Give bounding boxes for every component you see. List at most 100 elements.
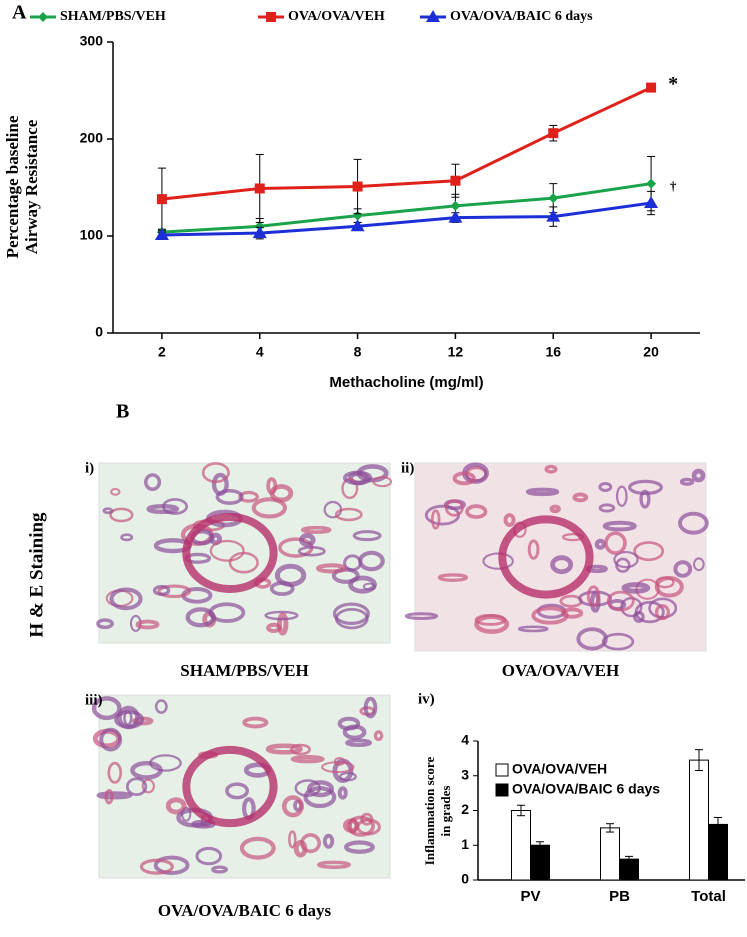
tissue — [639, 489, 651, 509]
tissue — [157, 584, 192, 599]
tissue — [99, 727, 123, 752]
image-label: i) — [85, 460, 94, 476]
tissue — [102, 507, 114, 515]
tissue — [297, 545, 326, 557]
y-tick-label: 3 — [461, 766, 469, 782]
tissue — [372, 476, 393, 488]
x-tick-label: Total — [691, 888, 726, 905]
tissue — [561, 607, 584, 619]
tissue — [239, 836, 276, 860]
tissue — [288, 830, 297, 849]
y-tick-label: 200 — [80, 130, 104, 146]
tissue — [290, 755, 325, 764]
tissue — [315, 563, 348, 574]
marker — [352, 181, 363, 192]
tissue — [601, 632, 635, 651]
panel-label: B — [116, 401, 129, 423]
marker — [352, 210, 363, 221]
x-tick-label: 16 — [545, 344, 561, 360]
y-tick-label: 100 — [80, 227, 104, 243]
marker — [38, 12, 48, 22]
tissue — [266, 477, 278, 495]
image-caption: OVA/OVA/VEH — [502, 661, 619, 680]
tissue — [185, 607, 216, 628]
tissue — [109, 587, 143, 611]
tissue — [209, 539, 245, 562]
y-axis-title: Percentage baseline — [3, 115, 22, 258]
tissue — [215, 488, 244, 505]
tissue — [474, 614, 510, 634]
tissue — [211, 472, 229, 496]
tissue — [269, 581, 295, 596]
tissue — [195, 846, 223, 866]
marker — [252, 226, 267, 239]
tissue — [549, 504, 561, 514]
tissue — [633, 610, 645, 623]
tissue — [606, 590, 635, 612]
tissue — [621, 582, 651, 594]
tissue — [691, 468, 706, 483]
tissue — [322, 833, 335, 849]
tissue — [404, 612, 439, 620]
tissue — [125, 777, 148, 797]
tissue — [242, 716, 269, 729]
tissue — [373, 730, 384, 742]
x-tick-label: 2 — [158, 344, 166, 360]
tissue — [465, 504, 488, 519]
marker — [646, 82, 657, 93]
marker — [644, 196, 659, 209]
tissue — [91, 696, 122, 721]
tissue — [437, 573, 469, 582]
tissue — [430, 509, 441, 530]
tissue — [96, 618, 114, 630]
tissue — [332, 602, 370, 625]
error-bar — [517, 804, 525, 817]
y-axis-title: Inflammation score — [422, 757, 437, 866]
tissue — [654, 576, 684, 598]
side-label: H & E Staining — [26, 512, 47, 638]
tissue — [693, 557, 705, 572]
tissue — [339, 771, 357, 782]
x-tick-label: PV — [520, 888, 540, 905]
tissue — [482, 552, 514, 570]
bar — [600, 827, 620, 881]
marker — [254, 183, 265, 194]
tissue — [294, 779, 321, 797]
tissue — [572, 492, 589, 503]
tissue — [627, 479, 664, 496]
x-tick-label: 12 — [448, 344, 464, 360]
tissue — [334, 507, 363, 522]
image-label: ii) — [401, 460, 414, 476]
tissue — [527, 539, 540, 560]
tissue — [348, 817, 358, 834]
x-tick-label: PB — [609, 888, 630, 905]
tissue — [341, 477, 359, 500]
tissue — [503, 513, 516, 527]
bar — [511, 810, 531, 881]
bar — [708, 823, 728, 881]
tissue — [337, 786, 348, 800]
marker — [154, 228, 169, 241]
tissue — [144, 473, 162, 492]
legend-label: OVA/OVA/VEH — [288, 9, 385, 24]
tissue — [358, 550, 385, 572]
series-line — [161, 86, 652, 201]
x-axis-title: Methacholine (mg/ml) — [329, 374, 483, 391]
annotation: * — [668, 73, 678, 95]
image-caption: SHAM/PBS/VEH — [180, 661, 308, 680]
tissue — [276, 612, 289, 636]
tissue — [602, 520, 637, 532]
x-tick-label: 4 — [256, 344, 264, 360]
tissue — [550, 555, 574, 575]
tissue — [266, 622, 282, 633]
marker — [156, 194, 167, 205]
tissue — [604, 531, 627, 555]
airway — [182, 745, 278, 828]
y-tick-label: 2 — [461, 801, 469, 817]
tissue — [149, 754, 182, 772]
y-tick-label: 0 — [461, 871, 469, 887]
x-tick-label: 8 — [354, 344, 362, 360]
tissue — [633, 541, 665, 562]
tissue — [594, 538, 606, 550]
bar — [530, 844, 550, 881]
